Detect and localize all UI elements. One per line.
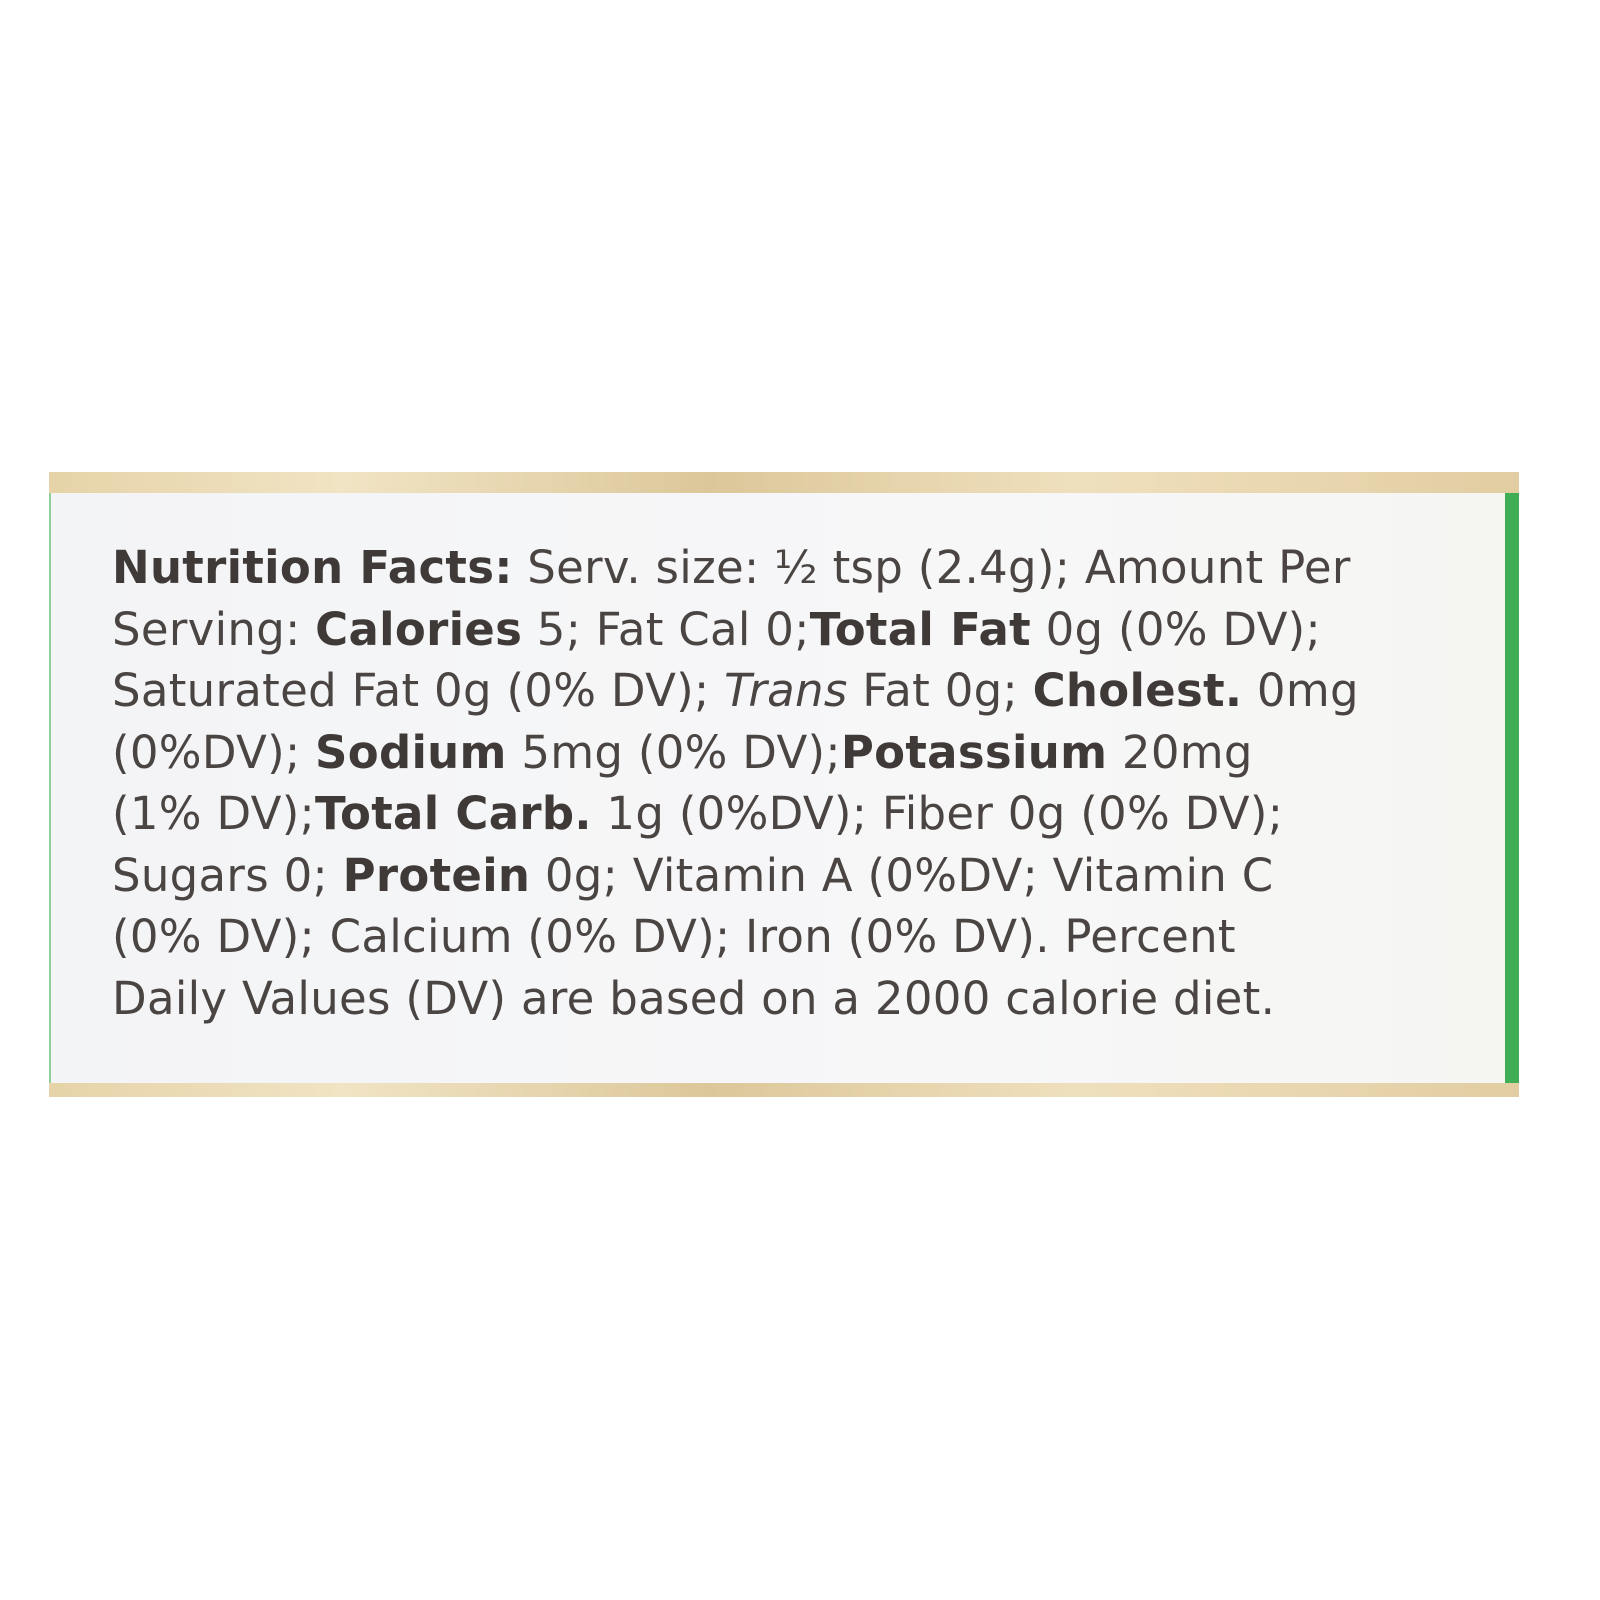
label-text: Sugars 0; <box>112 848 343 902</box>
label-text: 5mg (0% DV); <box>506 725 841 779</box>
label-line: Sugars 0; Protein 0g; Vitamin A (0%DV; V… <box>112 845 1492 907</box>
label-line: (1% DV);Total Carb. 1g (0%DV); Fiber 0g … <box>112 783 1492 845</box>
green-accent-strip <box>1505 493 1519 1084</box>
label-text: 0g (0% DV); <box>1030 602 1321 656</box>
label-line: Nutrition Facts: Serv. size: ½ tsp (2.4g… <box>112 537 1492 599</box>
nutrient-name: Cholest. <box>1032 664 1243 717</box>
packaging-top-edge <box>49 472 1519 494</box>
label-text: 0g; Vitamin A (0%DV; Vitamin C <box>530 848 1274 902</box>
label-text: Trans <box>724 664 848 717</box>
label-line: Daily Values (DV) are based on a 2000 ca… <box>112 968 1492 1030</box>
label-text: Fat 0g; <box>847 664 1033 717</box>
label-text: (0% DV); Calcium (0% DV); Iron (0% DV). … <box>112 910 1236 963</box>
label-text: 5; Fat Cal 0; <box>522 602 810 656</box>
label-line: (0% DV); Calcium (0% DV); Iron (0% DV). … <box>112 906 1492 968</box>
label-text: (1% DV); <box>112 787 316 840</box>
nutrient-name: Nutrition Facts: <box>112 541 513 594</box>
nutrient-name: Potassium <box>840 725 1108 779</box>
label-text: Serving: <box>112 602 316 656</box>
label-text: Daily Values (DV) are based on a 2000 ca… <box>112 971 1276 1025</box>
label-text: (0%DV); <box>112 725 316 779</box>
label-text: 1g (0%DV); Fiber 0g (0% DV); <box>591 787 1284 840</box>
label-line: (0%DV); Sodium 5mg (0% DV);Potassium 20m… <box>112 722 1492 784</box>
label-text: 20mg <box>1107 725 1253 779</box>
nutrient-name: Protein <box>342 848 531 902</box>
nutrient-name: Sodium <box>315 725 507 779</box>
label-text: Saturated Fat 0g (0% DV); <box>112 664 725 717</box>
packaging-bottom-edge <box>49 1083 1519 1097</box>
nutrient-name: Total Carb. <box>315 787 592 840</box>
nutrition-label <box>49 493 1505 1084</box>
label-line: Saturated Fat 0g (0% DV); Trans Fat 0g; … <box>112 660 1492 722</box>
label-text: 0mg <box>1242 664 1359 717</box>
nutrient-name: Total Fat <box>809 602 1031 656</box>
nutrition-facts-text: Nutrition Facts: Serv. size: ½ tsp (2.4g… <box>112 537 1492 1029</box>
label-text: Serv. size: ½ tsp (2.4g); Amount Per <box>512 541 1351 594</box>
label-line: Serving: Calories 5; Fat Cal 0;Total Fat… <box>112 599 1492 661</box>
nutrient-name: Calories <box>315 602 523 656</box>
